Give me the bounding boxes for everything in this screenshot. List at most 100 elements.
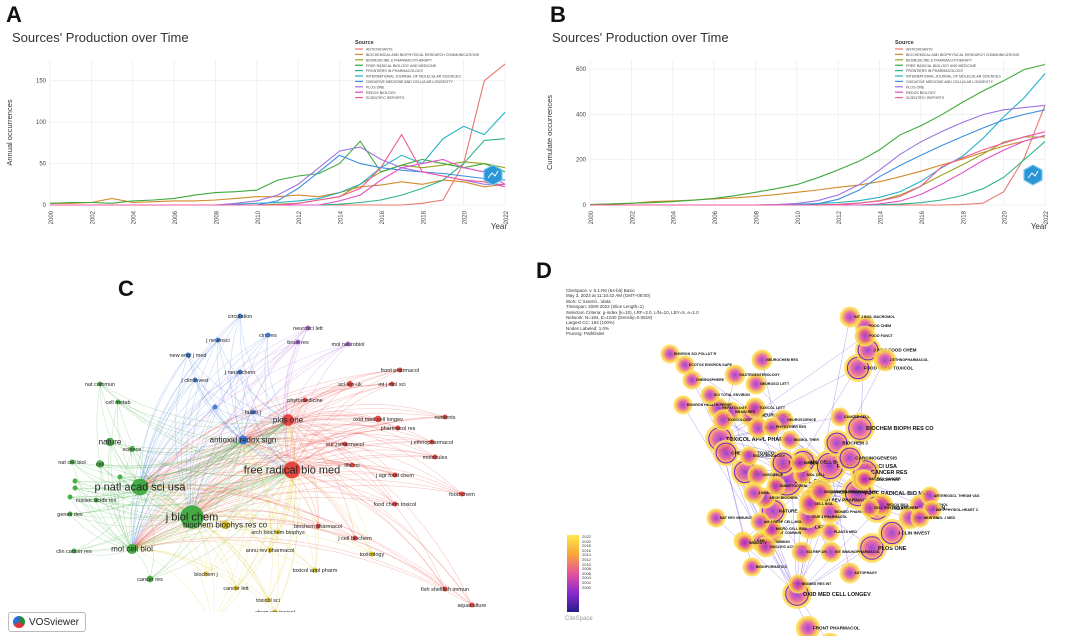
network-c-edge xyxy=(139,486,271,551)
vosviewer-logo-icon xyxy=(13,616,25,628)
network-c-edge xyxy=(99,383,289,424)
network-c-edge xyxy=(139,484,356,539)
network-c-node xyxy=(469,602,475,608)
chart-b-y-tick-label: 600 xyxy=(576,67,587,73)
network-c-edge xyxy=(291,416,446,471)
network-c-node xyxy=(275,529,281,535)
network-c-edge xyxy=(189,315,241,518)
network-d-node-halo xyxy=(751,349,773,371)
network-d-node-halo xyxy=(762,417,782,437)
chart-a-x-tick-label: 2008 xyxy=(214,210,220,224)
network-c-node xyxy=(442,414,448,420)
network-c-edge xyxy=(74,480,133,550)
network-d-node-halo xyxy=(750,512,770,532)
chart-b-hexagon-logo-icon xyxy=(1023,164,1043,186)
chart-a-legend-entry: FREE RADICAL BIOLOGY AND MEDICINE xyxy=(366,64,437,68)
network-c-edge xyxy=(139,433,433,488)
network-c-edge xyxy=(74,487,133,550)
network-c-edge xyxy=(139,486,446,590)
network-c-edge xyxy=(191,509,319,527)
network-d-node-label: J AGR FOOD CHEM xyxy=(873,348,916,353)
network-c-edge xyxy=(139,406,216,488)
network-c-node xyxy=(203,571,209,577)
network-c-node xyxy=(429,439,435,445)
network-c-node-label: cell metab xyxy=(105,400,130,406)
network-c-edge xyxy=(242,439,396,505)
network-c-edge xyxy=(267,469,296,601)
network-c-edge xyxy=(139,443,436,488)
network-d-node-label: ENDOCRINOLOGY xyxy=(753,454,786,458)
network-c-edge xyxy=(131,418,379,550)
network-d-node-label: BIOMED PHARMACOTHER xyxy=(835,510,882,514)
network-d-node-halo xyxy=(700,385,720,405)
chart-b-legend-entry: SCIENTIFIC REPORTS xyxy=(906,96,945,100)
chart-a-series-line-10 xyxy=(50,133,506,206)
network-c-edge xyxy=(291,418,379,471)
network-c-edge xyxy=(287,419,446,590)
network-c-node xyxy=(315,523,321,529)
network-d-node-halo xyxy=(920,486,940,506)
network-c-node-label: nat commun xyxy=(85,382,115,388)
network-d-node-halo xyxy=(910,508,930,528)
network-c-node-label: sci rep-uk xyxy=(338,382,362,388)
network-c-edge xyxy=(242,429,436,458)
network-d-node-label: BRAIN RES xyxy=(735,410,755,414)
network-c-edge xyxy=(266,334,289,421)
network-d-node-halo xyxy=(830,407,850,427)
network-c-edge xyxy=(287,383,393,421)
network-c-edge xyxy=(191,515,446,590)
network-c-edge xyxy=(139,485,373,555)
network-c-edge xyxy=(131,548,269,601)
network-c-svg: j biol chem p natl acad sci usa free radic… xyxy=(56,313,486,626)
network-c-node xyxy=(97,381,103,387)
network-c-edge xyxy=(149,419,289,580)
network-c-node xyxy=(459,491,465,497)
network-d-node-label: SCI TOTAL ENVIRON xyxy=(714,393,750,397)
network-c-edge xyxy=(191,341,299,518)
legend-tick-label: 2018 xyxy=(582,543,591,549)
chart-b-series-line-4 xyxy=(589,63,1046,206)
network-c-node xyxy=(265,597,271,603)
network-c-node xyxy=(283,461,301,479)
network-c-edge xyxy=(117,401,193,518)
network-d-node-label: HEPATOLOGY xyxy=(722,406,747,410)
network-c-edge xyxy=(287,383,351,421)
network-c-edge xyxy=(191,479,463,518)
network-c-node xyxy=(146,575,154,583)
network-c-edge xyxy=(242,408,446,441)
network-d-node-halo xyxy=(747,464,769,486)
chart-a: Sources' Production over Time 2000 2002 200… xyxy=(0,20,530,240)
network-c-node xyxy=(185,352,191,358)
network-c-edge xyxy=(131,485,463,550)
network-d-node-label: J ETHNOPHARMACOL xyxy=(890,358,930,362)
network-d-node-label: GASTROENTEROLOGY xyxy=(739,373,780,377)
network-d-node-label: ENVIRON SCI POLLUT R xyxy=(674,352,717,356)
network-d-node-ring xyxy=(826,432,848,454)
network-d-node-label: ARTERIOSCL THROM VAS xyxy=(934,494,980,498)
network-c-edge xyxy=(287,369,401,421)
chart-a-plot-area xyxy=(50,60,505,205)
network-c-edge xyxy=(242,432,346,445)
network-c-edge xyxy=(235,469,293,589)
network-c-node xyxy=(432,454,438,460)
citespace-legend-ticks: 2022 2020 2018 2016 2014 2012 2010 2008 2006 2004… xyxy=(582,534,591,590)
legend-tick-label: 2010 xyxy=(582,561,591,567)
network-c-edge xyxy=(287,418,436,458)
network-c-edge xyxy=(131,441,433,550)
chart-a-x-tick-label: 2022 xyxy=(504,210,510,224)
network-c-edge xyxy=(139,486,316,571)
network-c-edge xyxy=(99,463,293,485)
network-c-edge xyxy=(191,513,373,555)
network-c-node-label: genes dev xyxy=(57,512,83,518)
network-c-node xyxy=(397,367,403,373)
network-c-edge xyxy=(291,427,399,471)
chart-b-x-tick-label: 2018 xyxy=(961,210,967,224)
network-c-node-label: mol neurobiol xyxy=(331,342,364,348)
network-c-edge xyxy=(242,341,299,441)
network-c-edge xyxy=(139,471,396,505)
network-c-edge xyxy=(131,548,237,589)
network-c-edge xyxy=(286,327,309,421)
network-c-node xyxy=(237,369,243,375)
network-c-edge xyxy=(139,383,351,488)
chart-a-title: Sources' Production over Time xyxy=(12,30,189,45)
